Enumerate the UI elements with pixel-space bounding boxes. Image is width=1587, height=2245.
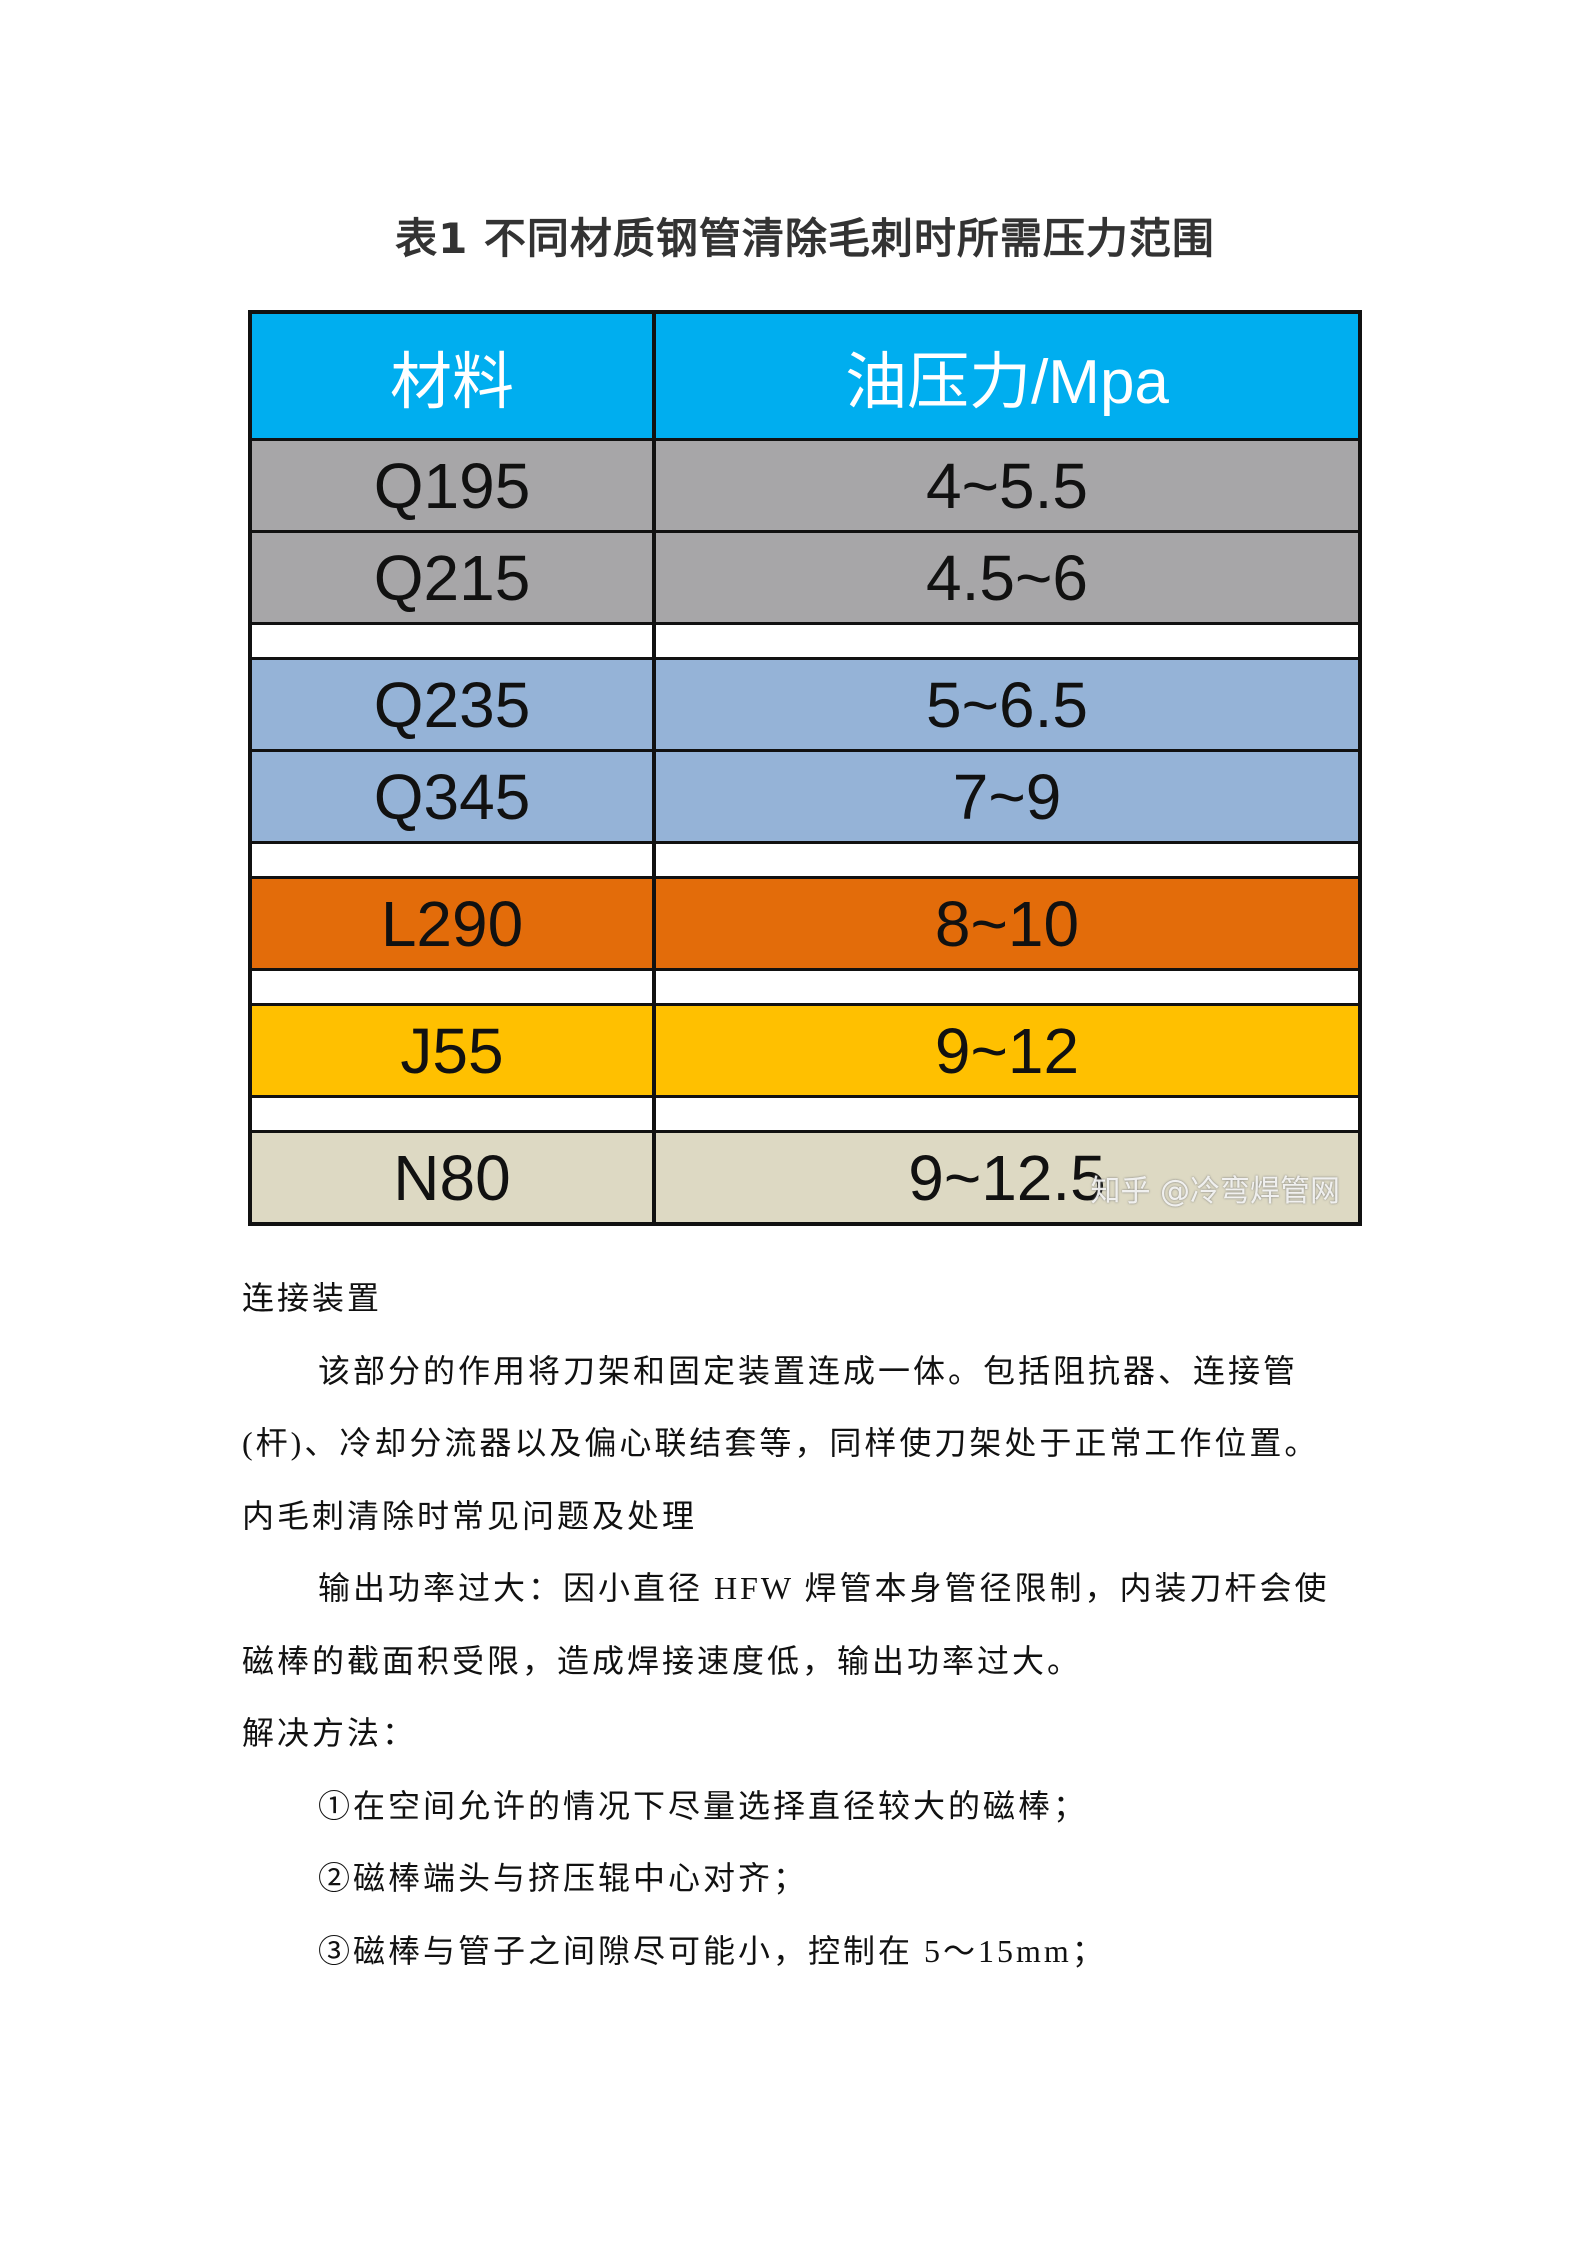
material-cell: N80 [252,1133,652,1222]
table-row: J55 9~12 [252,1006,1358,1095]
spacer-cell [252,844,652,876]
paragraph: ③磁棒与管子之间隙尽可能小，控制在 5～15mm； [318,1932,1107,1969]
pressure-cell: 4~5.5 [656,441,1358,530]
pressure-value: 9~12 [934,1014,1080,1087]
spacer-row [252,971,1358,1003]
section-heading: 内毛刺清除时常见问题及处理 [242,1497,698,1534]
pressure-value: 7~9 [952,760,1062,833]
spacer-cell [656,844,1358,876]
watermark: 知乎 @冷弯焊管网 [1090,1174,1340,1209]
pressure-value: 5~6.5 [926,668,1088,741]
material-cell: Q195 [252,441,652,530]
material-cell: J55 [252,1006,652,1095]
header-pressure: 油压力/Mpa [656,314,1358,438]
pressure-table: 材料 油压力/Mpa Q195 4~5.5 Q215 4.5~6 Q235 5~6.5 Q3… [248,310,1362,1226]
paragraph: 该部分的作用将刀架和固定装置连成一体。包括阻抗器、连接管(杆)、冷却分流器以及偏… [242,1352,1320,1462]
spacer-cell [252,1098,652,1130]
pressure-cell: 7~9 [656,752,1358,841]
pressure-cell: 9~12.5 知乎 @冷弯焊管网 [656,1133,1358,1222]
pressure-value: 4~5.5 [926,449,1088,522]
table-title: 表1 不同材质钢管清除毛刺时所需压力范围 [395,214,1215,263]
table-row: Q215 4.5~6 [252,533,1358,622]
spacer-cell [656,971,1358,1003]
material-cell: L290 [252,879,652,968]
table-row: Q195 4~5.5 [252,441,1358,530]
header-material: 材料 [252,314,652,438]
table-row: L290 8~10 [252,879,1358,968]
pressure-value: 4.5~6 [926,541,1088,614]
material-cell: Q215 [252,533,652,622]
spacer-row [252,844,1358,876]
document-body: 连接装置该部分的作用将刀架和固定装置连成一体。包括阻抗器、连接管(杆)、冷却分流… [242,1262,1362,1987]
pressure-value: 9~12.5 [908,1141,1106,1214]
table-row: Q345 7~9 [252,752,1358,841]
pressure-cell: 4.5~6 [656,533,1358,622]
pressure-value: 8~10 [934,887,1080,960]
paragraph: 输出功率过大：因小直径 HFW 焊管本身管径限制，内装刀杆会使磁棒的截面积受限，… [242,1570,1330,1679]
pressure-cell: 8~10 [656,879,1358,968]
section-heading: 解决方法： [242,1715,418,1751]
spacer-row [252,625,1358,657]
spacer-cell [252,625,652,657]
material-cell: Q345 [252,752,652,841]
table-header-row: 材料 油压力/Mpa [252,314,1358,438]
section-heading: 连接装置 [242,1280,383,1316]
pressure-cell: 9~12 [656,1006,1358,1095]
table-row: N80 9~12.5 知乎 @冷弯焊管网 [252,1133,1358,1222]
spacer-cell [252,971,652,1003]
table-row: Q235 5~6.5 [252,660,1358,749]
spacer-cell [656,1098,1358,1130]
spacer-cell [656,625,1358,657]
spacer-row [252,1098,1358,1130]
pressure-cell: 5~6.5 [656,660,1358,749]
paragraph: ①在空间允许的情况下尽量选择直径较大的磁棒； [318,1787,1089,1824]
paragraph: ②磁棒端头与挤压辊中心对齐； [318,1860,809,1896]
material-cell: Q235 [252,660,652,749]
